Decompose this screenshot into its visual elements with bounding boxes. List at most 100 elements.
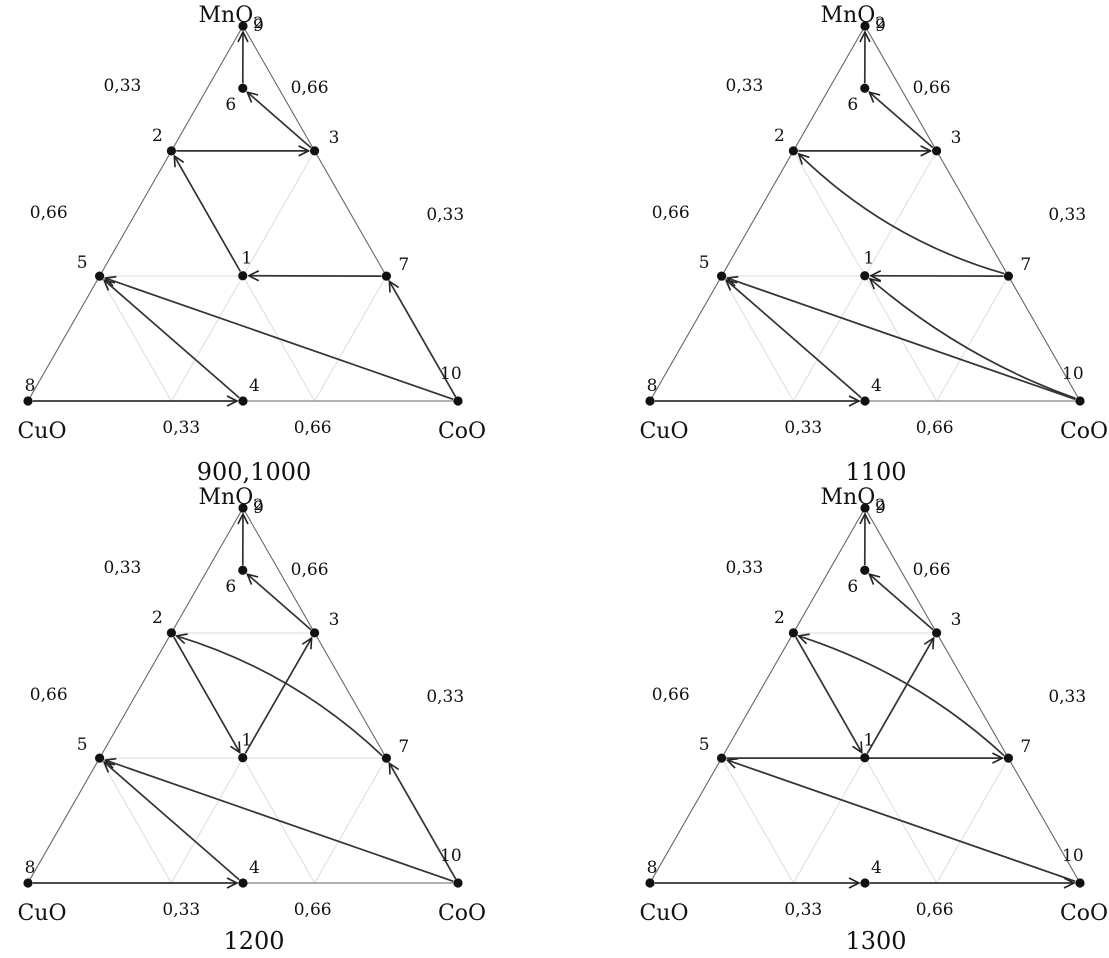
vertex-label-cuo: CuO (639, 419, 688, 444)
point-label-2: 2 (774, 126, 785, 146)
transition-arrow-1-to-2 (174, 156, 240, 271)
composition-point-6 (860, 84, 869, 93)
composition-point-8 (23, 878, 32, 887)
point-label-6: 6 (847, 95, 858, 115)
composition-point-4 (860, 396, 869, 405)
point-label-7: 7 (1020, 255, 1031, 275)
transition-arrow-4-to-5 (726, 280, 861, 398)
tick-label: 0,33 (426, 687, 464, 707)
composition-point-2 (789, 146, 798, 155)
composition-point-3 (310, 628, 319, 637)
point-label-3: 3 (329, 128, 340, 148)
tick-label: 0,66 (294, 900, 332, 920)
composition-point-5 (717, 754, 726, 763)
panel-caption: 1100 (636, 458, 1109, 486)
composition-point-10 (453, 878, 462, 887)
point-label-4: 4 (249, 858, 260, 878)
point-label-6: 6 (225, 95, 236, 115)
point-label-2: 2 (152, 608, 163, 628)
grid-line (315, 758, 387, 883)
composition-point-3 (932, 146, 941, 155)
point-label-7: 7 (398, 737, 409, 757)
point-label-1: 1 (863, 249, 874, 269)
composition-point-6 (860, 566, 869, 575)
tick-label: 0,66 (913, 78, 951, 98)
point-label-6: 6 (225, 577, 236, 597)
tick-label: 0,33 (1048, 205, 1086, 225)
composition-point-10 (1075, 878, 1084, 887)
tick-label: 0,66 (913, 560, 951, 580)
point-label-5: 5 (77, 253, 88, 273)
tick-label: 0,33 (103, 558, 141, 578)
tick-label: 0,33 (725, 558, 763, 578)
point-label-9: 9 (253, 498, 264, 518)
tick-label: 0,33 (784, 900, 822, 920)
point-label-1: 1 (241, 249, 252, 269)
tick-label: 0,66 (291, 78, 329, 98)
point-label-2: 2 (152, 126, 163, 146)
tick-label: 0,66 (30, 685, 68, 705)
vertex-label-coo: CoO (1060, 901, 1108, 926)
composition-point-1 (238, 271, 247, 280)
vertex-label-coo: CoO (438, 419, 486, 444)
point-label-3: 3 (951, 128, 962, 148)
transition-arrow-1-to-3 (867, 638, 933, 753)
composition-point-6 (238, 84, 247, 93)
transition-arrow-4-to-5 (104, 762, 239, 880)
tick-label: 0,33 (162, 900, 200, 920)
point-label-8: 8 (647, 376, 658, 396)
composition-point-9 (860, 21, 869, 30)
point-label-8: 8 (647, 858, 658, 878)
tick-label: 0,33 (162, 418, 200, 438)
composition-point-10 (453, 396, 462, 405)
point-label-5: 5 (699, 253, 710, 273)
tick-label: 0,66 (652, 685, 690, 705)
composition-point-8 (23, 396, 32, 405)
tick-label: 0,33 (426, 205, 464, 225)
transition-arrow-3-to-6 (247, 574, 311, 629)
panel-caption: 900,1000 (14, 458, 494, 486)
vertex-label-coo: CoO (438, 901, 486, 926)
tick-label: 0,66 (30, 203, 68, 223)
transition-arrow-2-to-1 (796, 637, 862, 752)
vertex-label-cuo: CuO (17, 901, 66, 926)
point-label-1: 1 (241, 731, 252, 751)
grid-line (937, 276, 1009, 401)
composition-point-2 (789, 628, 798, 637)
composition-point-10 (1075, 396, 1084, 405)
composition-point-3 (310, 146, 319, 155)
point-label-8: 8 (25, 376, 36, 396)
point-label-4: 4 (871, 858, 882, 878)
tick-label: 0,66 (294, 418, 332, 438)
grid-line (937, 758, 1009, 883)
grid-line (722, 276, 794, 401)
grid-line (100, 758, 172, 883)
transition-arrow-4-to-5 (104, 280, 239, 398)
grid-line (722, 758, 794, 883)
composition-point-7 (1004, 272, 1013, 281)
point-label-9: 9 (875, 498, 886, 518)
point-label-9: 9 (253, 16, 264, 36)
grid-line (100, 276, 172, 401)
tick-label: 0,66 (652, 203, 690, 223)
composition-point-1 (860, 271, 869, 280)
tick-label: 0,66 (291, 560, 329, 580)
transition-arrow-10-to-5 (105, 278, 453, 399)
composition-point-7 (382, 754, 391, 763)
point-label-8: 8 (25, 858, 36, 878)
panel-caption: 1200 (14, 927, 494, 955)
tick-label: 0,33 (103, 76, 141, 96)
composition-point-4 (238, 878, 247, 887)
composition-point-4 (860, 878, 869, 887)
transition-arrow-10-to-5 (727, 760, 1075, 881)
point-label-4: 4 (871, 376, 882, 396)
tick-label: 0,66 (916, 900, 954, 920)
composition-point-2 (167, 146, 176, 155)
composition-point-8 (645, 396, 654, 405)
transition-arrow-3-to-6 (869, 574, 933, 629)
transition-arrow-3-to-6 (247, 92, 311, 147)
